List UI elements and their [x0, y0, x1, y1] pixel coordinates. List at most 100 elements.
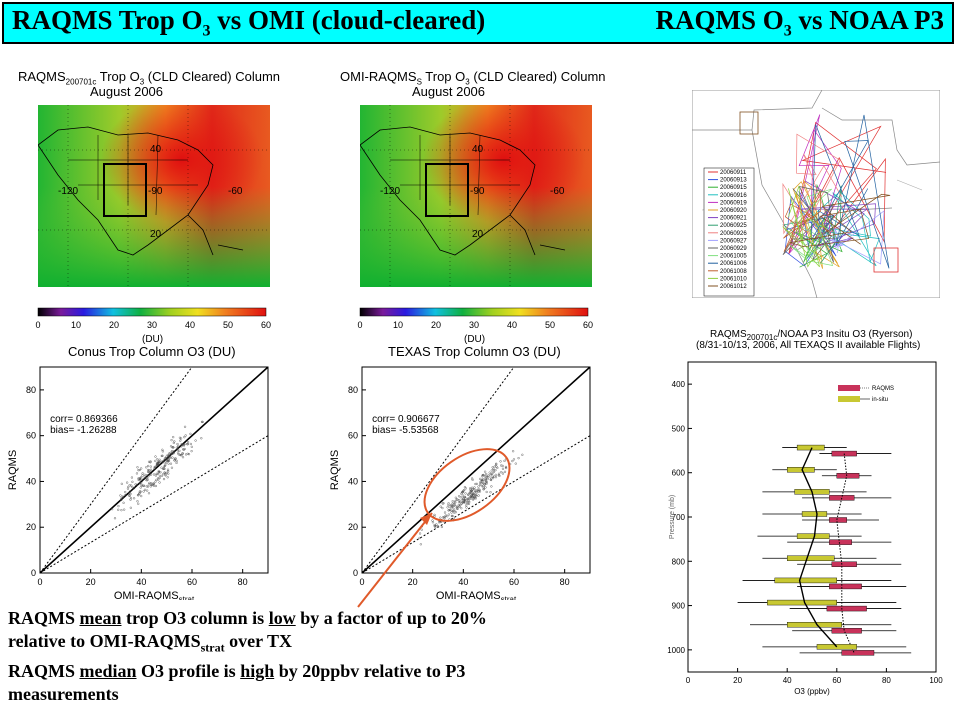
scatter-conus-x-axis-label: OMI-RAQMSstrat	[114, 590, 195, 600]
scatter-conus-point	[138, 468, 141, 472]
scatter-texas-point	[465, 504, 468, 507]
map2-title: OMI-RAQMSS Trop O3 (CLD Cleared) Column	[340, 69, 606, 87]
profile-RAQMS-box	[836, 473, 860, 479]
scatter-texas-point	[435, 523, 438, 526]
scatter-conus-point	[163, 467, 166, 470]
scatter-conus-point	[152, 482, 156, 485]
profile-title: RAQMS200701c/NOAA P3 Insitu O3 (Ryerson)	[710, 329, 913, 343]
scatter-texas-point	[509, 462, 512, 466]
flight-track	[782, 185, 842, 264]
flight-track	[789, 188, 834, 266]
scatter-conus-point	[162, 465, 166, 468]
map1-lat-20: 20	[150, 229, 162, 240]
scatter-conus-point	[167, 459, 171, 463]
scatter-conus-point	[189, 432, 192, 435]
map1-ozone-map: 40 20 -120 -90 -60	[38, 105, 270, 287]
scatter-conus-y-tick-label: 0	[31, 568, 36, 578]
scatter-conus-point	[158, 460, 161, 464]
scatter-texas-point	[451, 500, 454, 503]
scatter-conus-point	[160, 466, 163, 469]
scatter-conus-point	[147, 470, 150, 473]
profile-in-situ-box	[767, 599, 838, 606]
scatter-conus-point	[158, 476, 161, 480]
scatter-conus-point	[143, 488, 147, 491]
scatter-conus-point	[182, 448, 185, 451]
flight-track	[789, 193, 891, 248]
scatter-conus-point	[138, 492, 141, 495]
scatter-conus-point	[175, 446, 178, 449]
scatter-texas-point	[454, 496, 457, 499]
scatter-texas-point	[454, 505, 457, 508]
scatter-conus-point	[158, 463, 161, 467]
scatter-conus-point	[158, 481, 161, 484]
title-banner: RAQMS Trop O3 vs OMI (cloud-cleared) RAQ…	[2, 2, 954, 44]
scatter-conus-point	[176, 442, 179, 446]
scatter-conus-point	[168, 452, 171, 455]
map2-lon-120: -120	[380, 186, 400, 197]
scatter-texas-point	[459, 496, 462, 499]
flight-track	[811, 114, 890, 269]
scatter-conus-point	[166, 476, 169, 479]
summary-notes: RAQMS mean trop O3 column is low by a fa…	[8, 607, 658, 706]
scatter-conus-point	[130, 484, 133, 487]
note-line-1: RAQMS mean trop O3 column is low by a fa…	[8, 608, 487, 628]
flight-legend-entry: 20060919	[720, 200, 747, 206]
scatter-conus-point	[148, 470, 151, 473]
scatter-texas-y-tick-label: 20	[348, 522, 358, 532]
scatter-texas-point	[418, 532, 422, 535]
scatter-conus-point	[124, 491, 127, 494]
scatter-conus-point	[177, 444, 180, 448]
profile-x-tick-label: 0	[686, 676, 691, 685]
scatter-conus-point	[169, 462, 173, 465]
scatter-conus-point	[142, 490, 145, 493]
scatter-conus-y-tick-label: 80	[26, 385, 36, 395]
scatter-texas-y-tick-label: 40	[348, 476, 358, 486]
scatter-conus-point	[143, 473, 146, 476]
flight-legend-entry: 20060911	[720, 170, 747, 176]
scatter-conus-point	[160, 474, 163, 477]
profile-y-axis-label: Pressure (mb)	[669, 495, 676, 539]
scatter-texas-point	[501, 467, 505, 470]
scatter-conus-point	[152, 484, 155, 487]
scatter-conus-point	[147, 492, 151, 495]
profile-in-situ-box	[786, 622, 842, 628]
flight-track	[782, 185, 827, 268]
scatter-conus-point	[113, 517, 117, 520]
flight-legend-entry: 20060925	[720, 223, 747, 229]
colorbar-1-tick: 0	[35, 320, 40, 330]
scatter-conus-point	[186, 443, 189, 446]
scatter-conus-point	[150, 483, 153, 486]
scatter-conus-point	[155, 472, 158, 475]
scatter-conus-point	[164, 463, 167, 467]
profile-RAQMS-box	[829, 583, 862, 590]
scatter-conus-point	[168, 456, 171, 459]
scatter-conus-point	[171, 449, 174, 453]
scatter-texas-point	[469, 487, 472, 490]
scatter-texas-point	[477, 494, 480, 497]
flight-legend-entry: 20060927	[720, 238, 747, 244]
scatter-texas-point	[441, 506, 444, 510]
profile-subtitle: (8/31-10/13, 2006, All TEXAQS II availab…	[696, 340, 921, 351]
scatter-conus-x-tick-label: 80	[238, 577, 248, 587]
scatter-conus-point	[174, 457, 177, 460]
scatter-conus-point	[122, 501, 125, 504]
scatter-conus-point	[147, 475, 150, 478]
scatter-texas-point	[512, 450, 515, 453]
scatter-conus-point	[173, 457, 177, 460]
scatter-conus-point	[138, 479, 141, 482]
scatter-conus-point	[140, 476, 143, 479]
colorbar-2-tick: 0	[357, 320, 362, 330]
scatter-conus-point	[183, 436, 186, 439]
scatter-conus-point	[140, 484, 143, 487]
scatter-conus-point	[181, 456, 185, 459]
flight-legend-entry: 20060926	[720, 231, 747, 237]
profile-RAQMS-box	[831, 561, 857, 567]
scatter-texas-point	[501, 472, 505, 475]
scatter-texas-point	[419, 543, 422, 546]
scatter-conus-point	[127, 485, 130, 489]
map2-ozone-map: 40 20 -120 -90 -60	[360, 105, 592, 287]
scatter-conus-point	[136, 466, 139, 469]
scatter-texas-point	[418, 536, 421, 540]
scatter-conus-point	[117, 504, 120, 508]
